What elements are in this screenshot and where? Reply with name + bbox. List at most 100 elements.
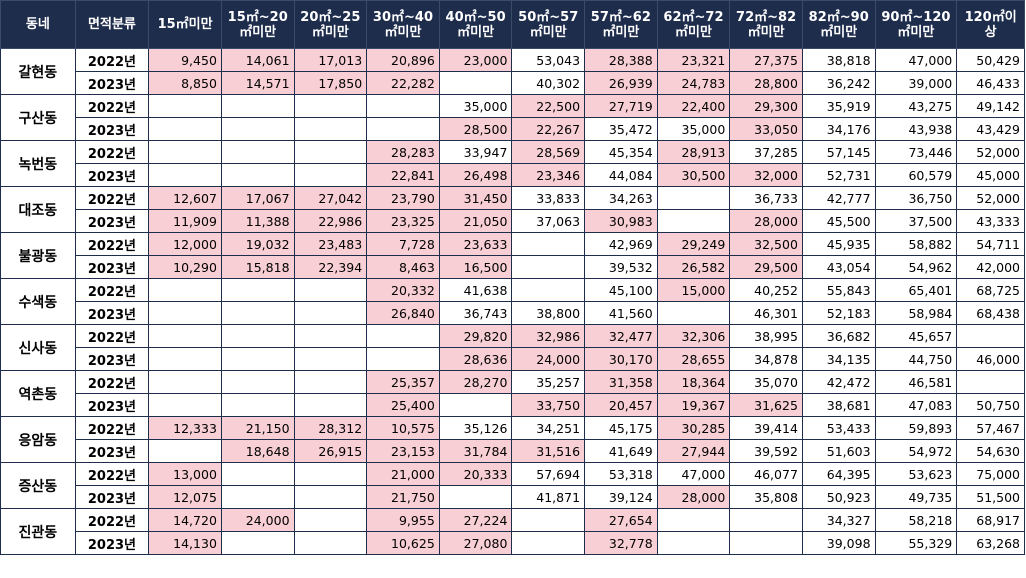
price-cell: 39,000 [874, 71, 958, 95]
year-cell: 2022년 [74, 416, 150, 440]
price-cell: 45,657 [874, 324, 958, 348]
price-cell: 41,649 [584, 439, 658, 463]
column-header-label: ㎡미만 [457, 24, 495, 40]
price-cell: 43,429 [956, 117, 1025, 141]
price-cell: 55,843 [801, 278, 876, 302]
column-header: 50㎡~57 ㎡미만 [511, 0, 586, 49]
year-cell: 2022년 [74, 508, 150, 532]
price-cell [220, 347, 295, 371]
price-cell-highlighted: 22,986 [293, 209, 368, 233]
price-cell [293, 347, 368, 371]
column-header-label: ㎡미만 [675, 24, 712, 40]
price-cell-highlighted: 18,648 [220, 439, 295, 463]
price-cell: 54,962 [874, 255, 958, 279]
price-cell: 46,077 [729, 462, 803, 486]
price-cell-highlighted: 27,042 [293, 186, 368, 210]
price-cell-highlighted: 32,500 [729, 232, 803, 256]
table-row: 2023년 22,841 26,498 23,346 44,084 30,500 32,00… [1, 163, 1025, 187]
price-cell-highlighted: 25,400 [366, 393, 440, 417]
price-cell: 38,800 [511, 301, 586, 325]
year-cell: 2022년 [74, 140, 150, 164]
price-cell-highlighted: 27,654 [584, 508, 658, 532]
price-cell [148, 393, 222, 417]
price-cell-highlighted: 21,000 [366, 462, 440, 486]
price-cell: 64,395 [801, 462, 876, 486]
price-cell-highlighted: 24,783 [656, 71, 731, 95]
price-cell [438, 393, 513, 417]
price-cell-highlighted: 25,357 [366, 370, 440, 394]
price-cell-highlighted: 32,306 [656, 324, 731, 348]
table-row: 진관동 2022년 14,720 24,000 9,955 27,224 27,654 34,… [0, 508, 1025, 555]
price-cell-highlighted: 22,841 [366, 163, 440, 187]
price-cell: 38,995 [729, 324, 803, 348]
price-cell-highlighted: 22,282 [366, 71, 440, 95]
price-cell [293, 370, 368, 394]
price-cell [511, 531, 586, 555]
price-cell: 39,414 [729, 416, 803, 440]
price-cell: 47,000 [656, 462, 731, 486]
price-cell [148, 347, 222, 371]
price-cell: 34,176 [801, 117, 876, 141]
dong-name-cell: 수색동 [0, 278, 76, 325]
table-row: 2023년 28,636 24,000 30,170 28,655 34,878 34,13… [1, 347, 1025, 371]
price-cell: 34,327 [801, 508, 876, 532]
column-header-label: ㎡미만 [529, 24, 567, 40]
column-header-label: 20㎡~25 [300, 9, 361, 25]
table-row: 구산동 2022년 35,000 22,500 27,719 22,400 29,300 35… [0, 94, 1025, 141]
dong-name-cell: 갈현동 [0, 48, 76, 95]
price-cell: 35,808 [729, 485, 803, 509]
price-cell-highlighted: 22,394 [293, 255, 368, 279]
price-cell: 40,252 [729, 278, 803, 302]
price-cell-highlighted: 23,633 [438, 232, 513, 256]
price-cell: 42,472 [801, 370, 876, 394]
price-cell-highlighted: 17,067 [220, 186, 295, 210]
price-cell-highlighted: 28,388 [584, 48, 658, 72]
price-cell-highlighted: 28,913 [656, 140, 731, 164]
price-cell: 35,126 [438, 416, 513, 440]
price-cell-highlighted: 23,000 [438, 48, 513, 72]
dong-name-cell: 진관동 [0, 508, 76, 555]
price-cell-highlighted: 10,290 [148, 255, 222, 279]
column-header-label: 15㎡~20 [227, 9, 288, 25]
price-cell [148, 163, 222, 187]
price-cell: 65,401 [874, 278, 958, 302]
price-cell [293, 301, 368, 325]
price-cell: 68,725 [956, 278, 1025, 302]
price-cell [220, 393, 295, 417]
price-cell-highlighted: 28,655 [656, 347, 731, 371]
price-cell [220, 163, 295, 187]
price-cell-highlighted: 31,784 [438, 439, 513, 463]
year-cell: 2023년 [74, 301, 150, 325]
price-cell: 57,467 [956, 416, 1025, 440]
price-cell [220, 94, 295, 118]
price-cell-highlighted: 29,820 [438, 324, 513, 348]
price-cell [293, 94, 368, 118]
price-cell [293, 393, 368, 417]
price-cell: 35,000 [656, 117, 731, 141]
price-cell: 58,984 [874, 301, 958, 325]
price-cell [293, 485, 368, 509]
price-cell-highlighted: 8,850 [148, 71, 222, 95]
price-cell-highlighted: 31,450 [438, 186, 513, 210]
price-cell: 68,917 [956, 508, 1025, 532]
column-header-label: ㎡미만 [602, 24, 640, 40]
price-cell-highlighted: 9,450 [148, 48, 222, 72]
price-cell: 46,581 [874, 370, 958, 394]
price-cell: 38,818 [801, 48, 876, 72]
dong-name-cell: 불광동 [0, 232, 76, 279]
price-cell [220, 117, 295, 141]
price-cell [293, 508, 368, 532]
price-cell [220, 278, 295, 302]
table-row: 2023년 11,909 11,388 22,986 23,325 21,050 37,06… [1, 209, 1025, 233]
price-cell: 58,218 [874, 508, 958, 532]
price-cell [148, 117, 222, 141]
year-cell: 2023년 [74, 485, 150, 509]
price-cell: 53,318 [584, 462, 658, 486]
price-cell [293, 324, 368, 348]
price-cell: 37,500 [874, 209, 958, 233]
price-cell [148, 439, 222, 463]
price-cell: 53,623 [874, 462, 958, 486]
price-cell [511, 255, 586, 279]
price-cell: 59,893 [874, 416, 958, 440]
